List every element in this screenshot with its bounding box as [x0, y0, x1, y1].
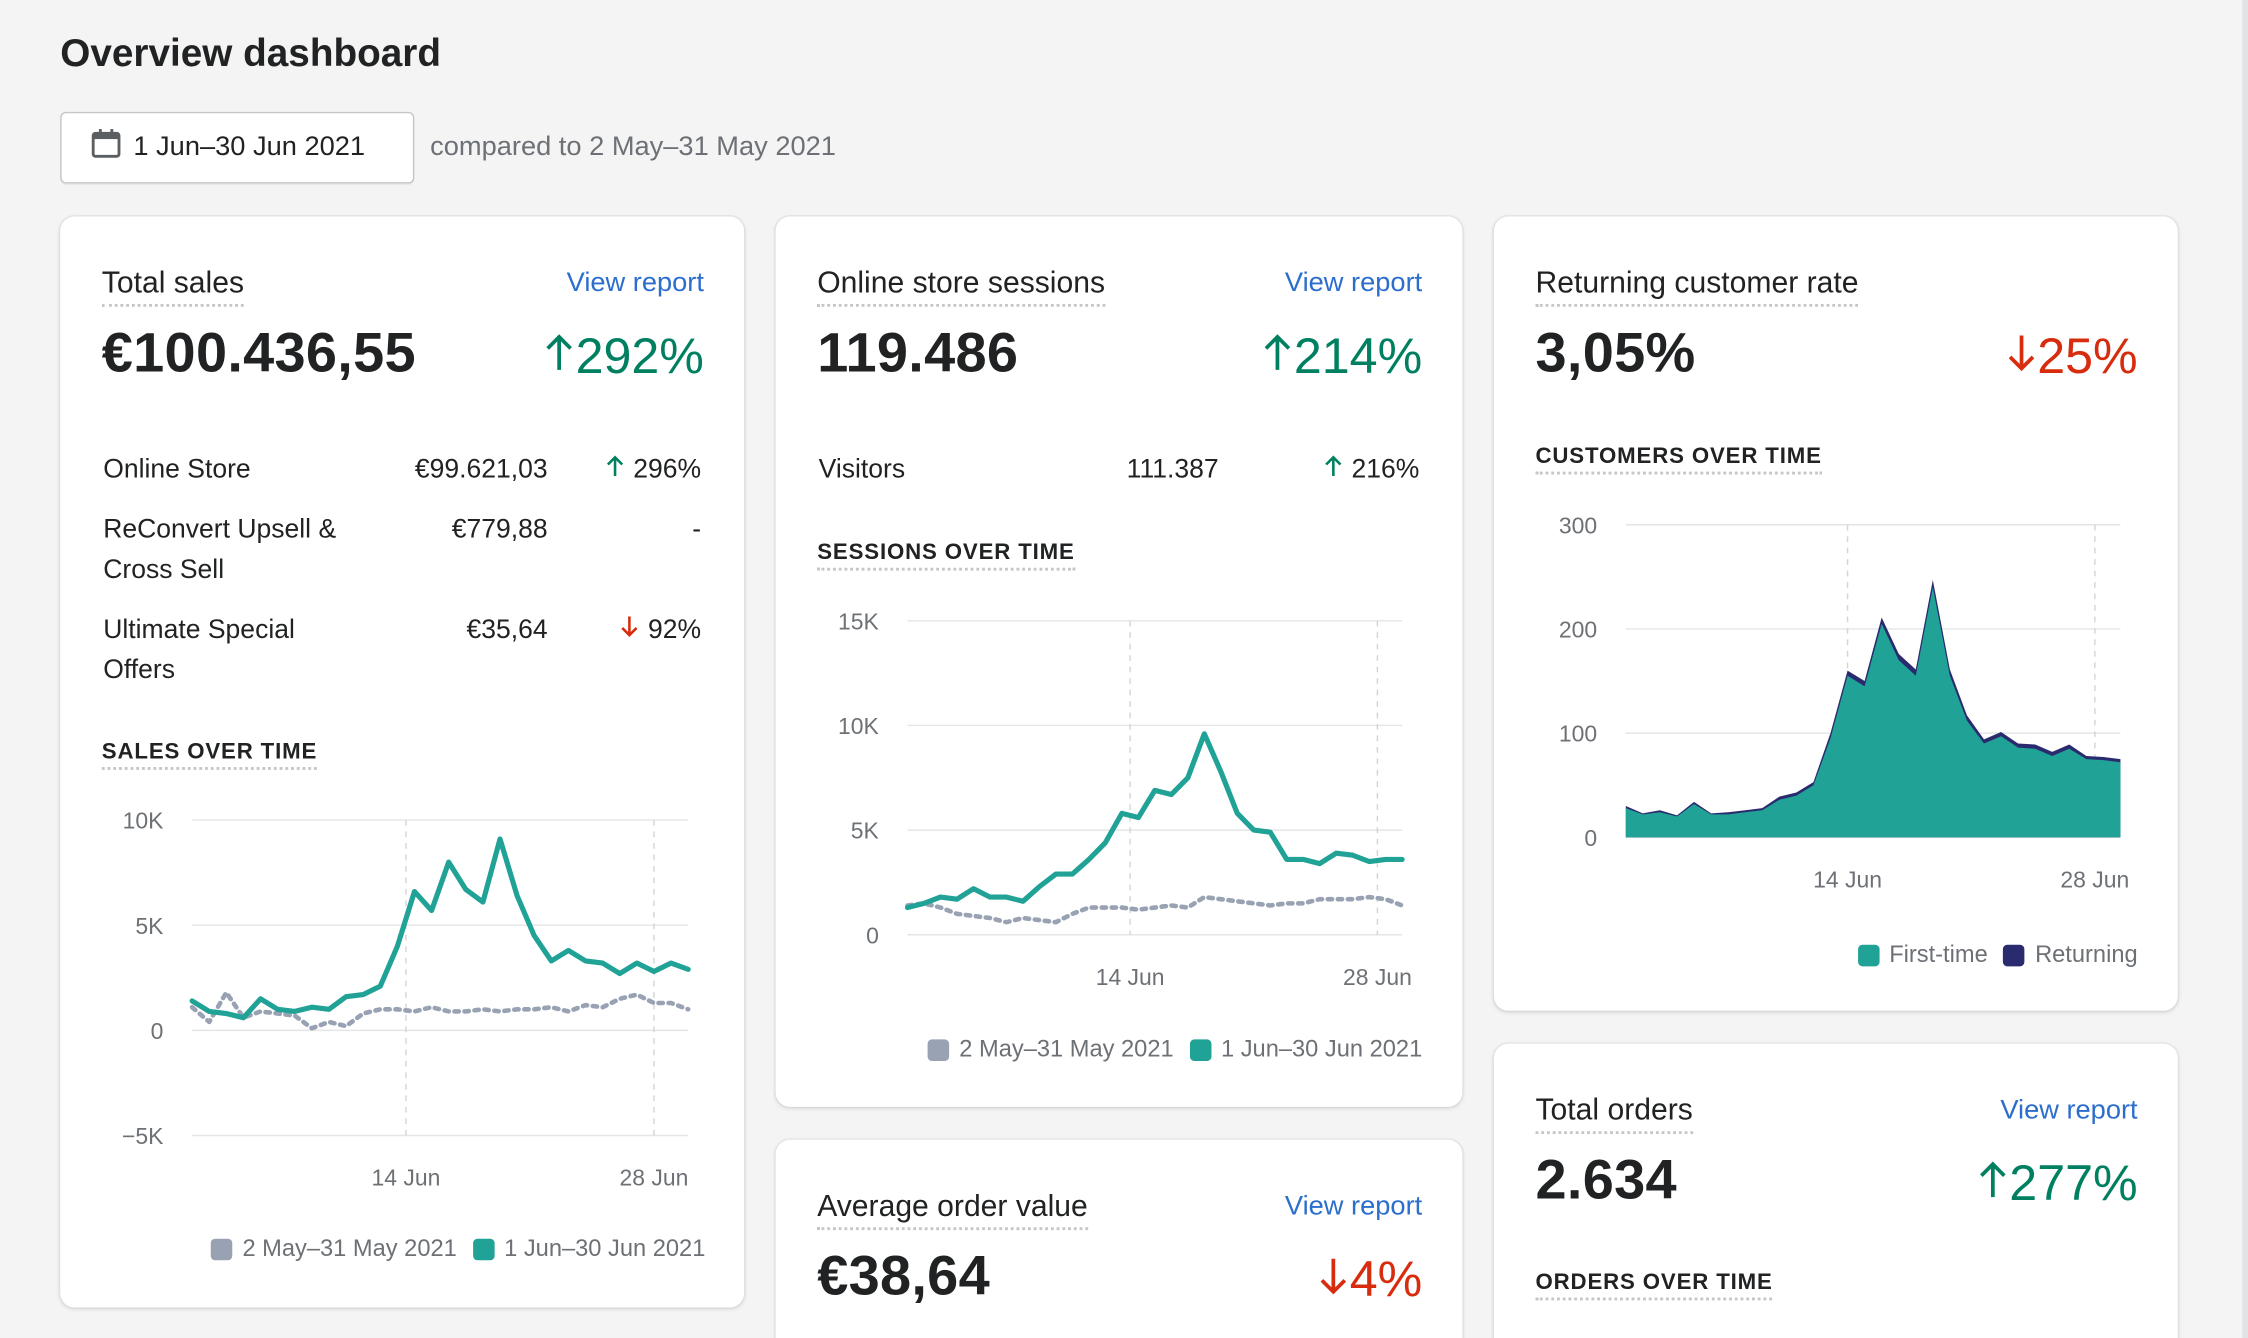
date-range-button[interactable]: 1 Jun–30 Jun 2021 [60, 111, 415, 184]
arrow-up-icon [544, 328, 576, 385]
breakdown-change: 296% [605, 449, 701, 489]
date-range-label: 1 Jun–30 Jun 2021 [133, 131, 366, 163]
aov-value: €38,64 [817, 1245, 990, 1308]
x-tick-label: 28 Jun [2060, 866, 2129, 892]
breakdown-name: Visitors [818, 453, 906, 484]
breakdown-row: ReConvert Upsell & Cross Sell €779,88 - [103, 509, 701, 595]
card-title[interactable]: Returning customer rate [1535, 265, 1859, 307]
legend-item-previous[interactable]: 2 May–31 May 2021 [210, 1236, 457, 1263]
sessions-value: 119.486 [817, 322, 1019, 385]
legend-item-returning[interactable]: Returning [2003, 942, 2138, 969]
arrow-up-icon [1324, 455, 1341, 476]
compare-text: compared to 2 May–31 May 2021 [430, 131, 836, 163]
card-title[interactable]: Online store sessions [817, 265, 1106, 307]
arrow-up-icon [606, 455, 623, 476]
y-tick-label: 0 [151, 1018, 164, 1044]
view-report-link[interactable]: View report [2000, 1095, 2138, 1126]
total-sales-value: €100.436,55 [101, 322, 416, 385]
breakdown-name: Online Store [103, 453, 251, 484]
view-report-link[interactable]: View report [566, 268, 704, 299]
y-tick-label: 100 [1559, 721, 1597, 747]
legend-item-current[interactable]: 1 Jun–30 Jun 2021 [1189, 1037, 1422, 1064]
chart-section-label[interactable]: ORDERS OVER TIME [1535, 1270, 1773, 1301]
legend-item-current[interactable]: 1 Jun–30 Jun 2021 [472, 1236, 705, 1263]
arrow-down-icon [621, 616, 638, 637]
view-report-link[interactable]: View report [1284, 1191, 1423, 1222]
returning-rate-value: 3,05% [1535, 322, 1696, 385]
breakdown-change: - [692, 513, 702, 544]
legend-item-previous[interactable]: 2 May–31 May 2021 [927, 1037, 1174, 1064]
customers-over-time-chart: 300 200 100 0 14 Jun 28 Jun [1559, 512, 2129, 892]
aov-change: 4% [1318, 1252, 1422, 1309]
sessions-over-time-chart: 15K 10K 5K 0 14 Jun 28 Jun [838, 608, 1412, 990]
sessions-change: 214% [1262, 328, 1422, 385]
breakdown-name: ReConvert Upsell & Cross Sell [103, 513, 337, 584]
online-store-sessions-card: Online store sessions View report 119.48… [775, 216, 1463, 1107]
average-order-value-card: Average order value View report €38,64 4… [775, 1139, 1463, 1338]
series-line-previous [905, 894, 1405, 925]
returning-customer-rate-card: Returning customer rate 3,05% 25% CUSTOM… [1493, 216, 2178, 1011]
chart-section-label[interactable]: SESSIONS OVER TIME [817, 541, 1075, 571]
breakdown-value: €35,64 [466, 613, 548, 644]
chart-legend: 2 May–31 May 2021 1 Jun–30 Jun 2021 [927, 1037, 1422, 1064]
y-tick-label: 0 [866, 922, 879, 948]
y-tick-label: −5K [122, 1123, 164, 1149]
y-tick-label: 5K [851, 818, 880, 844]
series-line-current [189, 836, 691, 1021]
page-title: Overview dashboard [60, 31, 442, 75]
breakdown-row: Visitors 111.387 216% [819, 449, 1420, 492]
chart-legend: First-time Returning [1857, 942, 2138, 969]
y-tick-label: 0 [1584, 825, 1597, 851]
breakdown-value: €99.621,03 [414, 453, 548, 484]
y-tick-label: 200 [1559, 617, 1597, 643]
y-tick-label: 10K [123, 808, 164, 834]
returning-rate-change: 25% [2006, 328, 2138, 385]
card-title[interactable]: Total sales [101, 265, 245, 307]
view-report-link[interactable]: View report [1284, 268, 1423, 299]
arrow-up-icon [1978, 1156, 2010, 1213]
x-tick-label: 28 Jun [620, 1165, 689, 1191]
breakdown-value: €779,88 [451, 513, 548, 544]
x-tick-label: 14 Jun [372, 1165, 441, 1191]
y-tick-label: 15K [838, 608, 879, 634]
series-line-current [904, 731, 1405, 911]
y-tick-label: 5K [135, 913, 164, 939]
total-orders-change: 277% [1978, 1156, 2138, 1213]
series-line-previous [189, 990, 691, 1031]
y-tick-label: 300 [1559, 512, 1597, 538]
chart-legend: 2 May–31 May 2021 1 Jun–30 Jun 2021 [210, 1236, 705, 1263]
area-first-time [1625, 587, 2121, 838]
breakdown-change: 216% [1323, 449, 1419, 489]
total-sales-change: 292% [544, 328, 704, 385]
y-tick-label: 10K [838, 713, 879, 739]
arrow-down-icon [1318, 1252, 1350, 1309]
breakdown-row: Ultimate Special Offers €35,64 92% [103, 609, 701, 695]
breakdown-row: Online Store €99.621,03 296% [103, 449, 701, 492]
breakdown-value: 111.387 [1126, 453, 1219, 484]
total-sales-card: Total sales View report €100.436,55 292%… [60, 216, 745, 1308]
arrow-down-icon [2006, 328, 2038, 385]
total-orders-value: 2.634 [1535, 1149, 1677, 1212]
total-orders-card: Total orders View report 2.634 277% ORDE… [1493, 1043, 2178, 1338]
calendar-icon [90, 128, 133, 168]
card-title[interactable]: Average order value [817, 1189, 1088, 1231]
breakdown-name: Ultimate Special Offers [103, 613, 295, 684]
legend-item-first-time[interactable]: First-time [1857, 942, 1988, 969]
page-scrollbar[interactable] [2242, 0, 2248, 1338]
arrow-up-icon [1262, 328, 1294, 385]
x-tick-label: 28 Jun [1343, 964, 1412, 990]
x-tick-label: 14 Jun [1096, 964, 1165, 990]
breakdown-change: 92% [619, 609, 701, 649]
sales-over-time-chart: 10K 5K 0 −5K 14 Jun 28 Jun [122, 808, 691, 1191]
chart-section-label[interactable]: SALES OVER TIME [101, 740, 318, 770]
x-tick-label: 14 Jun [1813, 866, 1882, 892]
chart-section-label[interactable]: CUSTOMERS OVER TIME [1535, 444, 1822, 475]
card-title[interactable]: Total orders [1535, 1092, 1693, 1135]
